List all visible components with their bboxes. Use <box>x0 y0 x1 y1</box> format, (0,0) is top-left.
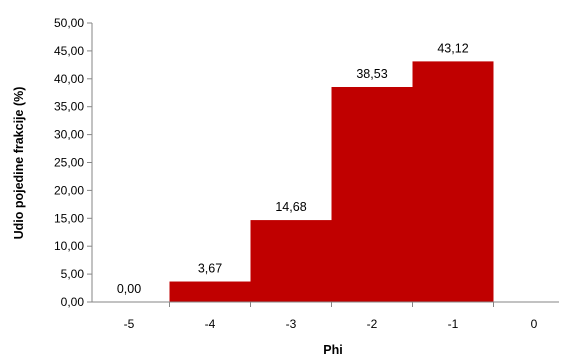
y-tick-label: 0,00 <box>61 295 85 309</box>
y-tick-label: 15,00 <box>54 211 84 225</box>
x-tick-label: -4 <box>205 317 216 331</box>
y-tick-label: 30,00 <box>54 128 84 142</box>
y-tick-label: 25,00 <box>54 156 84 170</box>
y-tick-label: 50,00 <box>54 16 84 30</box>
data-label: 38,53 <box>356 67 387 81</box>
y-tick-label: 10,00 <box>54 239 84 253</box>
x-axis-title: Phi <box>323 343 342 356</box>
y-tick-labels: 0,00 5,00 10,00 15,00 20,00 25,00 30,00 35,00 40… <box>54 16 84 309</box>
bar--2 <box>331 87 413 303</box>
data-label: 14,68 <box>275 200 306 214</box>
y-tick-label: 5,00 <box>61 267 85 281</box>
y-axis-title: Udio pojedine frakcije (%) <box>12 87 26 240</box>
x-tick-label: -5 <box>124 317 135 331</box>
data-label: 43,12 <box>437 41 468 55</box>
y-tick-label: 35,00 <box>54 100 84 114</box>
y-tick-label: 20,00 <box>54 183 84 197</box>
x-tick-labels: -5 -4 -3 -2 -1 0 <box>124 317 538 331</box>
data-labels: 0,00 3,67 14,68 38,53 43,12 <box>117 41 469 296</box>
x-tick-label: 0 <box>531 317 538 331</box>
x-tick-label: -1 <box>448 317 459 331</box>
bar--3 <box>250 220 332 302</box>
x-tick-label: -2 <box>367 317 378 331</box>
y-tick-label: 40,00 <box>54 72 84 86</box>
bar--4 <box>169 281 251 302</box>
axes-group <box>87 22 559 307</box>
data-label: 3,67 <box>198 262 222 276</box>
bars-group <box>169 61 494 303</box>
x-tick-label: -3 <box>286 317 297 331</box>
bar--1 <box>412 61 494 303</box>
data-label: 0,00 <box>117 282 141 296</box>
y-tick-label: 45,00 <box>54 44 84 58</box>
